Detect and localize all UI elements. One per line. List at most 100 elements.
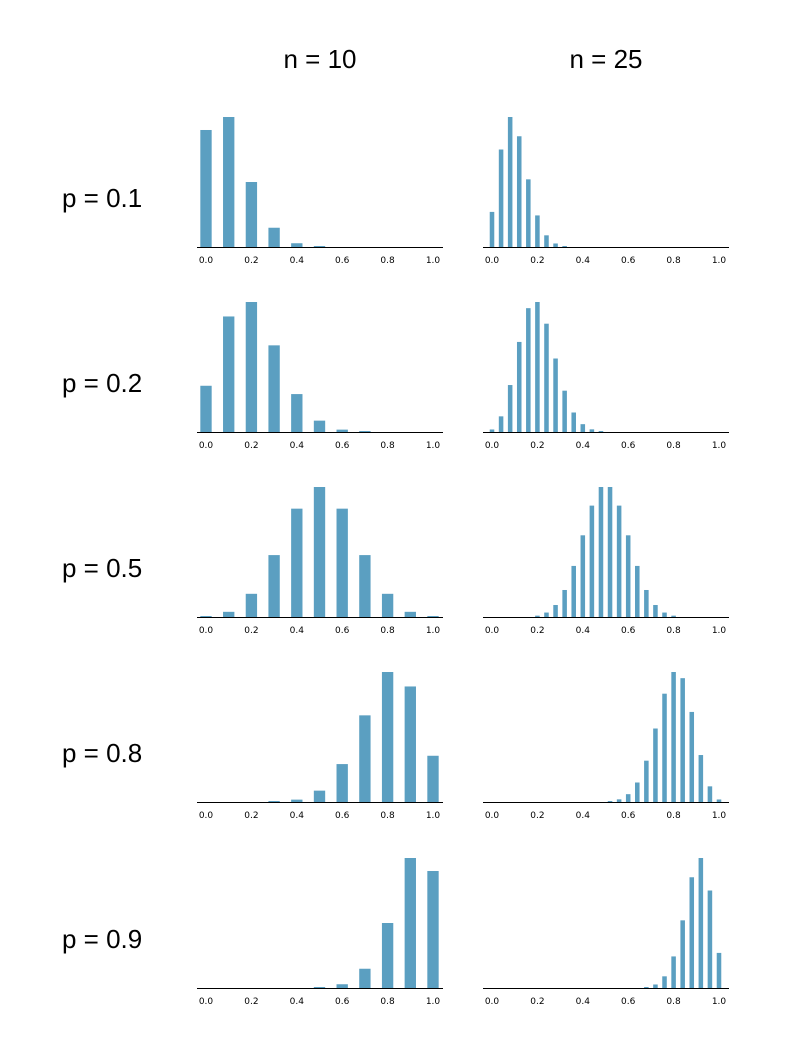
x-tick-label: 0.8 [666, 441, 681, 451]
x-tick-label: 0.2 [244, 997, 258, 1007]
x-tick-label: 0.4 [576, 811, 591, 821]
x-tick-label: 0.0 [485, 441, 500, 451]
bar [635, 782, 640, 802]
bar [571, 412, 576, 432]
x-tick-label: 0.8 [380, 256, 395, 266]
bar [489, 429, 495, 432]
bar [313, 420, 326, 432]
x-tick-label: 0.6 [621, 441, 636, 451]
bar [313, 487, 326, 617]
bar [245, 302, 258, 432]
x-tick-label: 0.4 [290, 997, 305, 1007]
bar [571, 565, 576, 617]
column-title-n25: n = 25 [569, 44, 643, 74]
x-tick-label: 0.2 [244, 441, 258, 451]
bar [404, 858, 416, 988]
x-tick-label: 0.2 [530, 997, 544, 1007]
bar [404, 611, 416, 617]
bar [427, 755, 439, 802]
panel-p-0-8-n-25: 0.0 0.2 0.4 0.6 0.8 1.0 [483, 672, 729, 821]
bar [707, 786, 713, 802]
bar [336, 764, 348, 802]
row-label-p-0-2: p = 0.2 [62, 368, 143, 398]
x-tick-label: 0.0 [485, 256, 500, 266]
bar [313, 987, 326, 988]
panel-p-0-5-n-25: 0.0 0.2 0.4 0.6 0.8 1.0 [483, 487, 729, 636]
x-tick-label: 0.0 [199, 811, 214, 821]
bar [680, 920, 685, 988]
bar [359, 715, 371, 802]
x-tick-label: 0.8 [380, 441, 395, 451]
bar [580, 424, 586, 432]
bar [291, 394, 303, 432]
x-tick-label: 0.0 [485, 811, 500, 821]
x-tick-label: 1.0 [426, 811, 441, 821]
bar [507, 117, 513, 247]
bar [625, 794, 631, 802]
bar [223, 611, 235, 617]
bar [562, 589, 567, 617]
x-tick-label: 1.0 [426, 626, 441, 636]
bar [616, 799, 622, 802]
row-label-p-0-1: p = 0.1 [62, 183, 143, 213]
bar [535, 302, 540, 432]
x-tick-label: 0.2 [530, 441, 544, 451]
x-tick-label: 0.4 [290, 626, 305, 636]
x-tick-label: 0.4 [290, 441, 305, 451]
bar [653, 605, 658, 617]
bar [526, 308, 531, 432]
x-tick-label: 0.2 [244, 811, 258, 821]
bar [245, 182, 258, 247]
x-tick-label: 0.6 [335, 256, 350, 266]
bar [200, 129, 212, 247]
x-tick-label: 0.0 [485, 626, 500, 636]
x-tick-label: 0.6 [621, 256, 636, 266]
x-tick-label: 0.8 [380, 626, 395, 636]
x-tick-label: 0.0 [199, 626, 214, 636]
x-tick-label: 0.8 [380, 997, 395, 1007]
bar [635, 565, 640, 617]
x-tick-label: 1.0 [426, 256, 441, 266]
bar [489, 211, 495, 247]
bar [498, 149, 504, 247]
bar [562, 390, 567, 432]
bar [291, 508, 303, 617]
panel-p-0-9-n-25: 0.0 0.2 0.4 0.6 0.8 1.0 [483, 858, 729, 1007]
bar [516, 136, 522, 247]
x-tick-label: 1.0 [426, 997, 441, 1007]
bar [268, 801, 280, 802]
bar [268, 345, 280, 432]
bar [662, 693, 667, 802]
x-tick-label: 0.0 [485, 997, 500, 1007]
bar [698, 858, 704, 988]
bar [535, 215, 540, 247]
row-label-p-0-8: p = 0.8 [62, 738, 143, 768]
bar [313, 790, 326, 802]
bar [653, 728, 658, 802]
bar [616, 505, 622, 617]
bar [526, 179, 531, 247]
bar [359, 431, 371, 432]
x-tick-label: 0.4 [576, 256, 591, 266]
x-tick-label: 0.8 [380, 811, 395, 821]
x-tick-label: 0.0 [199, 997, 214, 1007]
column-title-n10: n = 10 [283, 44, 357, 74]
x-tick-label: 1.0 [712, 811, 727, 821]
x-tick-label: 0.2 [244, 256, 258, 266]
bar [662, 976, 667, 988]
x-tick-label: 0.0 [199, 441, 214, 451]
bar [427, 870, 439, 988]
bar [598, 431, 604, 432]
bar [580, 535, 586, 617]
bar [707, 890, 713, 988]
panel-p-0-8-n-10: 0.0 0.2 0.4 0.6 0.8 1.0 [197, 672, 443, 821]
bar [716, 952, 722, 988]
x-tick-label: 0.4 [290, 811, 305, 821]
bar [589, 505, 595, 617]
bar [359, 968, 371, 988]
x-tick-label: 0.6 [335, 811, 350, 821]
bar [223, 316, 235, 432]
panel-p-0-1-n-25: 0.0 0.2 0.4 0.6 0.8 1.0 [483, 117, 729, 266]
